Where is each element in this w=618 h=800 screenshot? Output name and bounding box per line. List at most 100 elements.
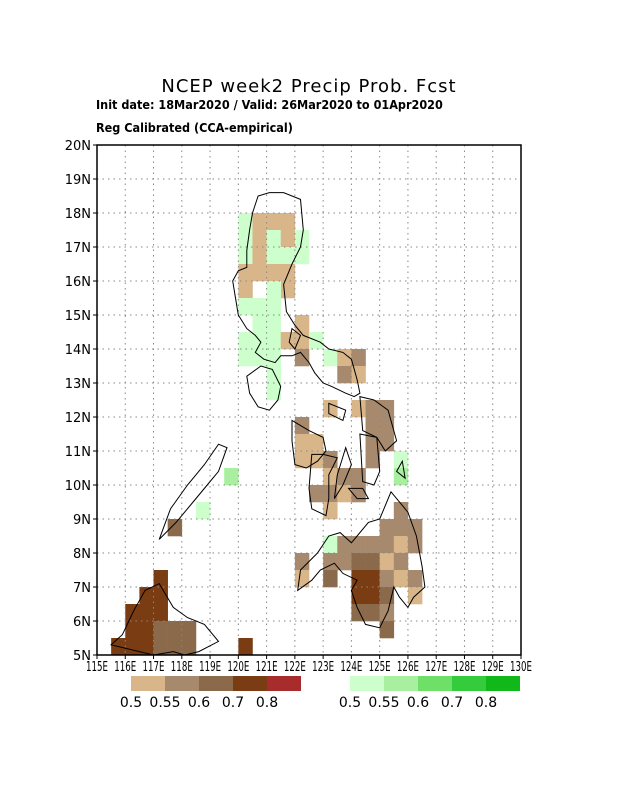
- wet-legend-label: 0.7: [441, 695, 463, 711]
- probability-cell: [393, 502, 409, 520]
- lon-tick-label: 119E: [199, 660, 221, 675]
- probability-cell: [238, 281, 253, 299]
- lon-tick-label: 130E: [510, 660, 532, 675]
- probability-cell: [323, 451, 338, 469]
- probability-cell: [139, 587, 154, 605]
- probability-cell: [379, 553, 395, 571]
- probability-cell: [351, 468, 366, 486]
- coastline: [359, 433, 381, 486]
- lon-tick-label: 125E: [369, 660, 391, 675]
- dry-legend-swatch: [165, 676, 199, 691]
- probability-cell: [294, 570, 310, 588]
- probability-cell: [181, 638, 197, 656]
- probability-cell: [323, 468, 338, 486]
- probability-cell: [393, 570, 409, 588]
- lat-tick-label: 17N: [65, 241, 91, 256]
- probability-cell: [266, 383, 282, 401]
- dry-legend-label: 0.5: [120, 695, 142, 711]
- lon-tick-label: 121E: [256, 660, 278, 675]
- longitude-labels: 115E 116E 117E 118E 119E 120E 121E 122E 123E 124E…: [86, 655, 532, 675]
- dry-legend-label: 0.8: [256, 695, 278, 711]
- probability-cell: [167, 638, 183, 656]
- probability-cell: [407, 536, 423, 554]
- probability-cell: [294, 315, 310, 333]
- probability-cell: [224, 468, 239, 486]
- probability-cell: [323, 502, 338, 520]
- probability-cell: [294, 247, 310, 265]
- lat-tick-label: 12N: [65, 411, 91, 426]
- dry-legend-swatch: [199, 676, 233, 691]
- lat-tick-label: 8N: [73, 547, 91, 562]
- probability-cell: [266, 281, 282, 299]
- probability-cell: [393, 536, 409, 554]
- coastline: [328, 402, 347, 422]
- probability-cell: [280, 281, 296, 299]
- lat-tick-label: 14N: [65, 343, 91, 358]
- lat-tick-label: 10N: [65, 479, 91, 494]
- lat-tick-label: 16N: [65, 275, 91, 290]
- probability-cell: [294, 417, 310, 435]
- coastline: [297, 490, 426, 629]
- probability-cell: [365, 536, 380, 554]
- probability-cell: [252, 315, 267, 333]
- probability-cell: [393, 451, 409, 469]
- lon-tick-label: 128E: [453, 660, 475, 675]
- probability-cell: [351, 400, 366, 418]
- probability-cell: [379, 536, 395, 554]
- probability-cell: [393, 519, 409, 537]
- wet-legend-swatch: [486, 676, 520, 691]
- probability-cell: [238, 230, 253, 248]
- lon-tick-label: 124E: [340, 660, 362, 675]
- probability-cell: [323, 349, 338, 367]
- probability-cell: [294, 553, 310, 571]
- probability-cell: [125, 638, 140, 656]
- lon-tick-label: 123E: [312, 660, 334, 675]
- wet-legend-label: 0.5: [339, 695, 361, 711]
- lat-tick-label: 5N: [73, 649, 91, 664]
- wet-legend-label: 0.8: [475, 695, 497, 711]
- coastline: [359, 395, 398, 452]
- probability-cell: [266, 213, 282, 231]
- probability-cell: [238, 213, 253, 231]
- coastline: [158, 443, 228, 540]
- probability-cell: [153, 621, 168, 639]
- probability-cell: [280, 247, 296, 265]
- dry-legend-swatch: [131, 676, 165, 691]
- probability-cell: [252, 230, 267, 248]
- probability-cell: [294, 349, 310, 367]
- map-gridlines: [97, 145, 521, 655]
- probability-cell: [365, 434, 380, 452]
- wet-legend-label: 0.55: [368, 695, 399, 711]
- probability-cell: [238, 247, 253, 265]
- color-legend: 0.5 0.55 0.6 0.7 0.8 0.5 0.55 0.6 0.7 0.8: [120, 676, 520, 711]
- probability-cell: [294, 434, 310, 452]
- lon-tick-label: 116E: [114, 660, 136, 675]
- probability-cell: [365, 587, 380, 605]
- dry-legend-label: 0.6: [188, 695, 210, 711]
- coastline: [291, 419, 327, 469]
- probability-cell: [153, 570, 168, 588]
- probability-cell: [153, 638, 168, 656]
- lon-tick-label: 118E: [171, 660, 193, 675]
- map-title: NCEP week2 Precip Prob. Fcst: [161, 76, 457, 97]
- coastline: [333, 445, 352, 499]
- lat-tick-label: 13N: [65, 377, 91, 392]
- lat-tick-label: 7N: [73, 581, 91, 596]
- latitude-labels: 5N 6N 7N 8N 9N 10N 11N 12N 13N 14N 15N 16N 17N 18N 19N…: [65, 139, 97, 664]
- probability-cell: [266, 315, 282, 333]
- probability-cell: [351, 349, 366, 367]
- lon-tick-label: 115E: [86, 660, 108, 675]
- probability-cell: [323, 536, 338, 554]
- probability-cell: [167, 621, 183, 639]
- probability-cell: [266, 247, 282, 265]
- probability-cell: [323, 570, 338, 588]
- probability-cell: [252, 264, 267, 282]
- probability-cell: [393, 553, 409, 571]
- dry-legend-label: 0.7: [222, 695, 244, 711]
- probability-cell: [365, 451, 380, 469]
- lat-tick-label: 18N: [65, 207, 91, 222]
- probability-cell: [153, 587, 168, 605]
- probability-cell: [337, 553, 352, 571]
- lat-tick-label: 9N: [73, 513, 91, 528]
